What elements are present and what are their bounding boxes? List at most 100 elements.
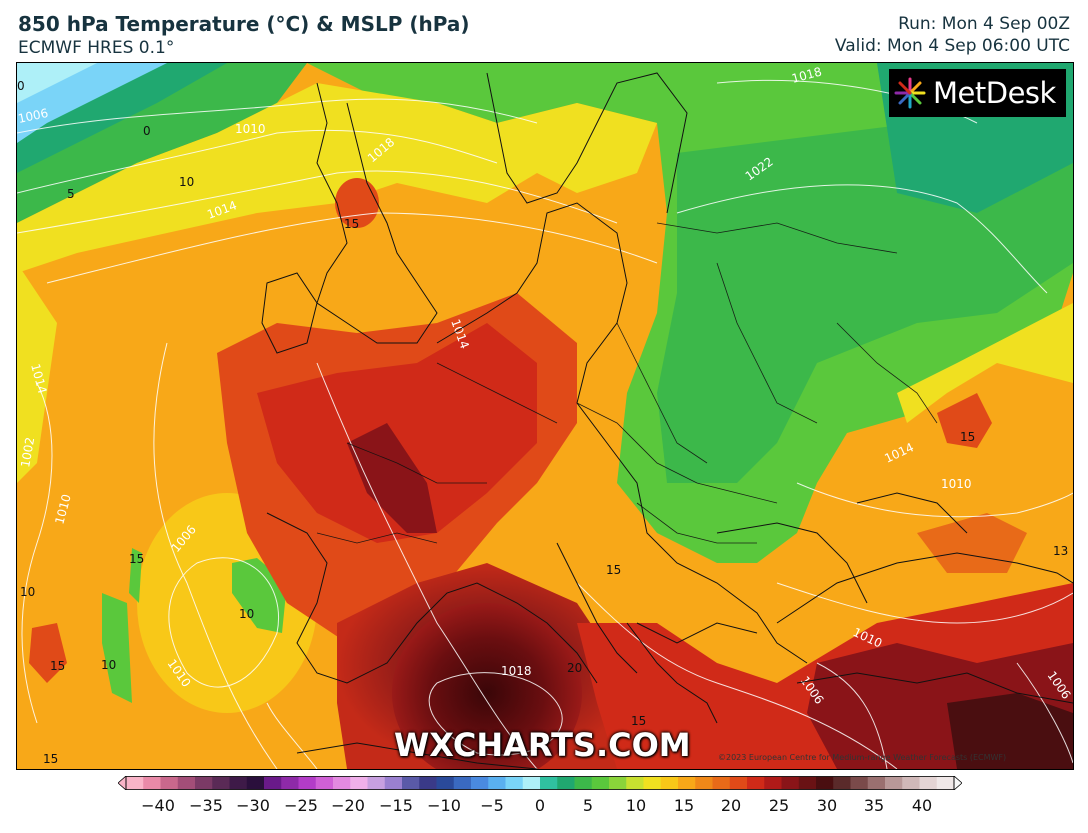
colorbar-cell — [902, 776, 920, 790]
colorbar-cell — [885, 776, 903, 790]
colorbar-cell — [419, 776, 437, 790]
colorbar-cell — [557, 776, 575, 790]
temp-zone-frigid-core — [17, 63, 97, 103]
colorbar-tick: 5 — [582, 796, 594, 815]
isobar-label: 1010 — [941, 477, 972, 491]
colorbar-tick: −15 — [379, 796, 413, 815]
colorbar-tick: 35 — [863, 796, 885, 815]
temperature-label: 0 — [143, 124, 151, 138]
temp-zone-warm-atlantic-sw — [29, 623, 67, 683]
country-borders — [316, 222, 938, 544]
colorbar-cell — [867, 776, 886, 790]
isobar-label: 1018 — [501, 664, 532, 678]
temperature-label: 10 — [179, 175, 194, 189]
colorbar-tick: 0 — [534, 796, 546, 815]
colorbar-cell — [212, 776, 230, 790]
temperature-label: 13 — [1053, 544, 1068, 558]
temperature-label: 10 — [239, 607, 254, 621]
colorbar-cell — [660, 776, 679, 790]
colorbar-tick: −20 — [331, 796, 365, 815]
colorbar-cell — [591, 776, 610, 790]
colorbar-tick: −40 — [141, 796, 175, 815]
colorbar-tick: 25 — [768, 796, 790, 815]
colorbar-tick: −35 — [189, 796, 223, 815]
temperature-colorbar — [118, 776, 962, 790]
colorbar-cell — [264, 776, 282, 790]
isobar-lines — [17, 79, 1073, 769]
watermark: WXCHARTS.COM — [394, 726, 691, 764]
colorbar-cell — [626, 776, 644, 790]
temperature-label: 0 — [17, 79, 25, 93]
colorbar-cell — [126, 776, 144, 790]
temp-zone-green-atlantic-2 — [102, 593, 132, 703]
temperature-label: 15 — [129, 552, 144, 566]
colorbar-tick: 10 — [625, 796, 647, 815]
temperature-label: 5 — [67, 187, 75, 201]
map-canvas: 1006 1010 1014 1018 1022 1018 1014 1010 … — [17, 63, 1073, 769]
colorbar-cells — [126, 776, 955, 790]
temperature-label: 20 — [567, 661, 582, 675]
colorbar-cell — [143, 776, 161, 790]
colorbar-frame — [125, 776, 955, 790]
colorbar-cell — [919, 776, 938, 790]
colorbar-cell — [816, 776, 834, 790]
colorbar-cell — [609, 776, 627, 790]
colorbar-cell — [402, 776, 420, 790]
colorbar-tick: −10 — [427, 796, 461, 815]
temp-zone-yellow-north — [17, 83, 657, 273]
colorbar-cell — [333, 776, 351, 790]
temperature-label: 10 — [20, 585, 35, 599]
colorbar-tick: −5 — [480, 796, 504, 815]
colorbar-cell — [505, 776, 524, 790]
colorbar-cell — [729, 776, 748, 790]
colorbar-cell — [712, 776, 731, 790]
colorbar-cell — [436, 776, 455, 790]
colorbar-cell — [384, 776, 403, 790]
colorbar-cell — [229, 776, 248, 790]
colorbar-right-arrow — [953, 776, 962, 790]
colorbar-cell — [540, 776, 558, 790]
logo-text: MetDesk — [933, 76, 1056, 110]
colorbar-cell — [367, 776, 386, 790]
colorbar-cell — [643, 776, 662, 790]
isobar-label: 1006 — [17, 106, 50, 126]
colorbar-cell — [695, 776, 713, 790]
colorbar-left-arrow — [118, 776, 127, 790]
colorbar-cell — [522, 776, 541, 790]
colorbar-cell — [350, 776, 368, 790]
temperature-label: 15 — [43, 752, 58, 766]
colorbar-cell — [177, 776, 196, 790]
colorbar-cell — [781, 776, 800, 790]
colorbar-cell — [764, 776, 782, 790]
temperature-label: 15 — [50, 659, 65, 673]
temperature-label: 15 — [960, 430, 975, 444]
colorbar-cell — [471, 776, 489, 790]
temperature-label: 15 — [606, 563, 621, 577]
temp-zone-green-atlantic-3 — [129, 548, 142, 603]
temp-zone-extreme-east-med — [947, 693, 1073, 769]
temperature-label: 15 — [344, 217, 359, 231]
temp-zone-yellow-west — [17, 263, 57, 483]
colorbar-cell — [833, 776, 851, 790]
colorbar-tick: 15 — [673, 796, 695, 815]
colorbar-cell — [315, 776, 334, 790]
metdesk-logo: MetDesk — [889, 69, 1066, 117]
temp-zone-warm-caspian — [937, 393, 992, 448]
colorbar-tick: −25 — [284, 796, 318, 815]
colorbar-cell — [298, 776, 317, 790]
colorbar-tick: 40 — [911, 796, 933, 815]
colorbar-cell — [488, 776, 506, 790]
metdesk-starburst-icon — [894, 77, 926, 109]
colorbar-tick: −30 — [236, 796, 270, 815]
header-left: 850 hPa Temperature (°C) & MSLP (hPa) EC… — [18, 12, 469, 58]
colorbar-ticks: −40 −35 −30 −25 −20 −15 −10 −5 0 5 10 15… — [0, 796, 1088, 820]
colorbar-cell — [281, 776, 299, 790]
colorbar-cell — [453, 776, 472, 790]
header-right: Run: Mon 4 Sep 00Z Valid: Mon 4 Sep 06:0… — [835, 14, 1070, 58]
temp-zone-warm-black-sea — [917, 513, 1027, 573]
weather-map[interactable]: 1006 1010 1014 1018 1022 1018 1014 1010 … — [16, 62, 1074, 770]
colorbar-cell — [798, 776, 817, 790]
colorbar-cell — [678, 776, 696, 790]
colorbar-cell — [747, 776, 765, 790]
coastlines — [261, 72, 1073, 769]
